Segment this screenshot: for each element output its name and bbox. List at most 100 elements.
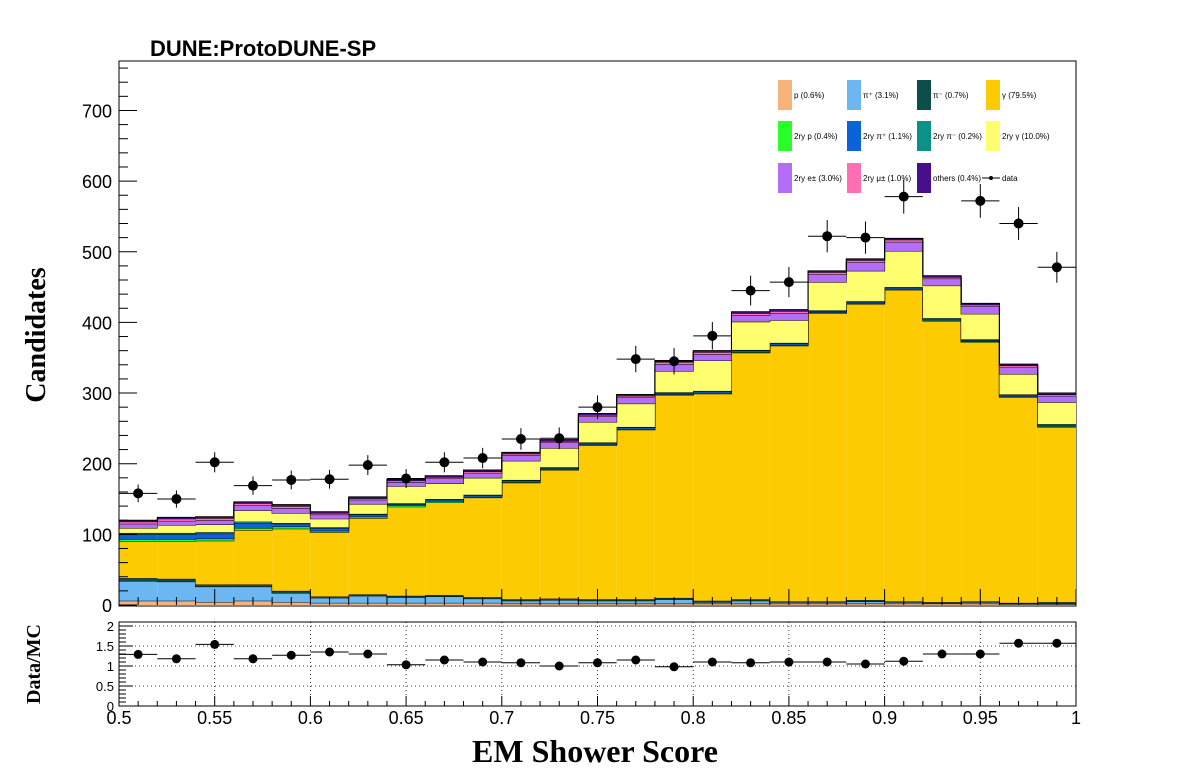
bar-segment — [157, 581, 196, 601]
y-tick-label: 100 — [82, 525, 112, 545]
bar-segment — [195, 516, 234, 519]
bar-segment — [272, 506, 311, 509]
bar-segment — [119, 532, 158, 535]
bar-segment — [310, 527, 349, 531]
bar-segment — [693, 393, 732, 601]
bar-segment — [501, 452, 541, 454]
bar-segment — [808, 270, 847, 273]
x-tick-label: 1 — [1071, 708, 1081, 728]
bar-segment — [846, 304, 885, 601]
bar-segment — [616, 394, 655, 396]
bar-segment — [846, 258, 885, 261]
bar-segment — [157, 534, 196, 540]
ratio-point — [516, 658, 526, 668]
x-tick-label: 0.7 — [489, 708, 514, 728]
bar-segment — [463, 495, 502, 497]
x-axis-label: EM Shower Score — [472, 733, 718, 769]
bar-segment — [961, 342, 1000, 602]
bar-segment — [272, 590, 311, 593]
bar-segment — [961, 313, 1000, 340]
main-x-ticks — [118, 589, 1077, 605]
bar-segment — [616, 429, 655, 600]
bar-segment — [961, 303, 1000, 305]
bar-segment — [119, 534, 158, 540]
x-tick-label: 0.6 — [298, 708, 323, 728]
ratio-point — [554, 661, 564, 671]
bar-segment — [157, 525, 196, 533]
bar-segment — [999, 364, 1038, 366]
legend-label: p (0.6%) — [794, 91, 825, 100]
data-point — [324, 474, 335, 485]
chart-title: DUNE:ProtoDUNE-SP — [150, 36, 376, 61]
legend-label: 2ry p (0.4%) — [794, 132, 838, 141]
series-outline — [118, 286, 1076, 605]
bar-segment — [616, 395, 655, 398]
ratio-point — [210, 639, 220, 649]
ratio-point — [325, 647, 335, 657]
bar-segment — [540, 467, 579, 470]
bar-segment — [233, 586, 273, 601]
ratio-point — [975, 649, 985, 659]
bar-segment — [233, 584, 273, 587]
x-tick-label: 0.55 — [197, 708, 232, 728]
legend-label: π⁺ (3.1%) — [863, 91, 899, 100]
bar-segment — [425, 499, 464, 502]
bar-segment — [348, 498, 387, 500]
legend-swatch — [778, 80, 792, 110]
legend-label: 2ry μ± (1.0%) — [863, 174, 911, 183]
legend-swatch — [847, 163, 861, 193]
bar-segment — [195, 518, 234, 521]
ratio-point — [593, 658, 602, 668]
bar-segment — [654, 393, 694, 395]
ratio-y-tick-label: 0.5 — [96, 679, 114, 694]
bar-segment — [310, 511, 349, 514]
bar-segment — [731, 315, 770, 322]
bar-segment — [693, 360, 732, 391]
legend-label: others (0.4%) — [933, 174, 981, 183]
bar-segment — [808, 311, 847, 313]
legend-swatch — [986, 80, 1000, 110]
bar-segment — [425, 483, 464, 500]
x-tick-label: 0.8 — [681, 708, 706, 728]
bar-segment — [195, 532, 234, 534]
bar-segment — [425, 477, 464, 479]
bar-segment — [884, 251, 923, 288]
bar-segment — [386, 486, 426, 504]
data-point — [477, 453, 488, 464]
y-axis-label: Candidates — [21, 267, 52, 402]
bar-segment — [961, 340, 1000, 342]
legend-label: data — [1002, 174, 1018, 183]
ratio-point — [937, 649, 947, 659]
bar-segment — [578, 416, 617, 423]
bar-segment — [616, 397, 655, 404]
bar-segment — [233, 501, 273, 504]
bar-segment — [961, 304, 1000, 307]
legend-swatch — [778, 121, 792, 151]
bar-segment — [348, 514, 387, 517]
bar-segment — [578, 422, 617, 443]
bar-segment — [119, 578, 158, 581]
bar-segment — [233, 505, 273, 511]
legend-label: 2ry γ (10.0%) — [1002, 132, 1050, 141]
bar-segment — [310, 514, 349, 519]
bar-segment — [999, 366, 1038, 374]
bar-segment — [233, 527, 273, 531]
bar-segment — [195, 524, 234, 533]
bar-segment — [884, 287, 923, 290]
bar-segment — [272, 523, 311, 527]
y-tick-label: 700 — [82, 101, 112, 121]
bar-segment — [846, 260, 885, 263]
bar-segment — [884, 289, 923, 602]
bar-segment — [157, 578, 196, 582]
main-plot-frame — [118, 60, 1077, 607]
bar-segment — [195, 538, 234, 541]
bar-segment — [654, 395, 694, 598]
ratio-point — [631, 655, 641, 665]
ratio-point — [401, 660, 411, 670]
ratio-point — [1014, 638, 1024, 648]
bar-segment — [348, 499, 387, 504]
legend: p (0.6%) π⁺ (3.1%) π⁻ (0.7%) γ (79.5%) 2ry p… — [778, 80, 1050, 193]
bar-segment — [501, 480, 541, 483]
bar-segment — [157, 520, 196, 526]
